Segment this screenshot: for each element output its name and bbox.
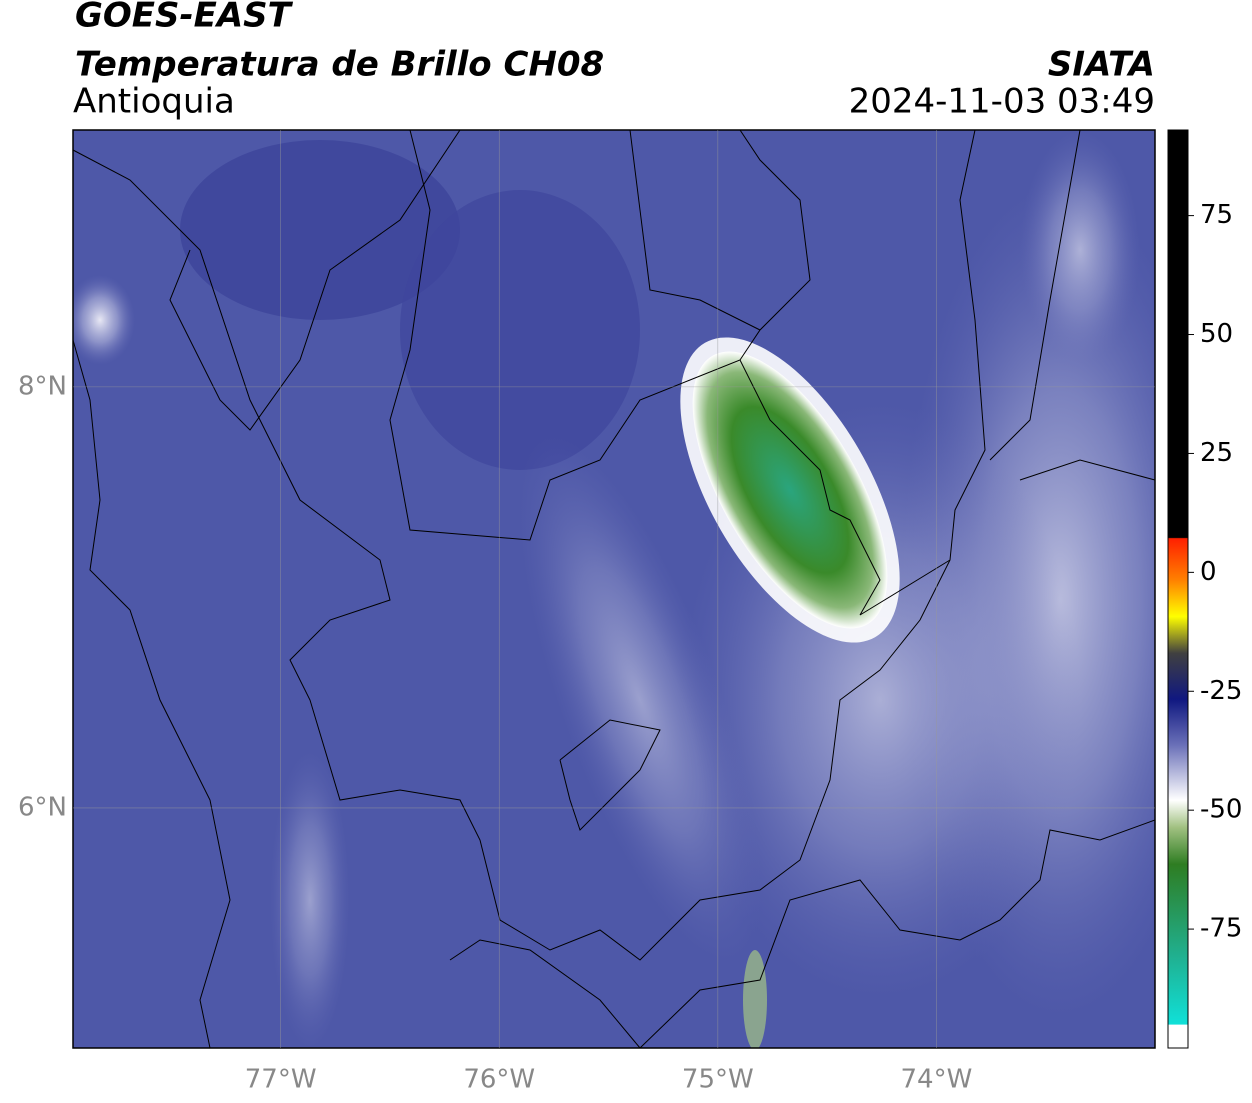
- x-tick-label: 75°W: [682, 1065, 754, 1095]
- colorbar-tick-label: 50: [1200, 319, 1233, 349]
- colorbar-tick-label: -25: [1200, 676, 1242, 706]
- title: GOES-EAST: [75, 0, 294, 36]
- y-tick-label: 8°N: [18, 371, 67, 401]
- datetime: 2024-11-03 03:49: [849, 82, 1155, 122]
- x-tick-label: 76°W: [463, 1065, 535, 1095]
- region: Antioquia: [73, 82, 235, 122]
- colorbar-tick-label: 0: [1200, 557, 1217, 587]
- colorbar: [1167, 129, 1189, 1049]
- subtitle: Temperatura de Brillo CH08: [75, 45, 604, 85]
- colorbar-tick-label: 75: [1200, 200, 1233, 230]
- colorbar-tick-label: -75: [1200, 914, 1242, 944]
- colorbar-tick-label: -50: [1200, 795, 1242, 825]
- map-frame: [72, 129, 1156, 1049]
- map-image: [73, 130, 1155, 1048]
- y-tick-label: 6°N: [18, 792, 67, 822]
- x-tick-label: 74°W: [901, 1065, 973, 1095]
- x-tick-label: 77°W: [245, 1065, 317, 1095]
- source: SIATA: [1048, 45, 1155, 85]
- colorbar-tick-label: 25: [1200, 438, 1233, 468]
